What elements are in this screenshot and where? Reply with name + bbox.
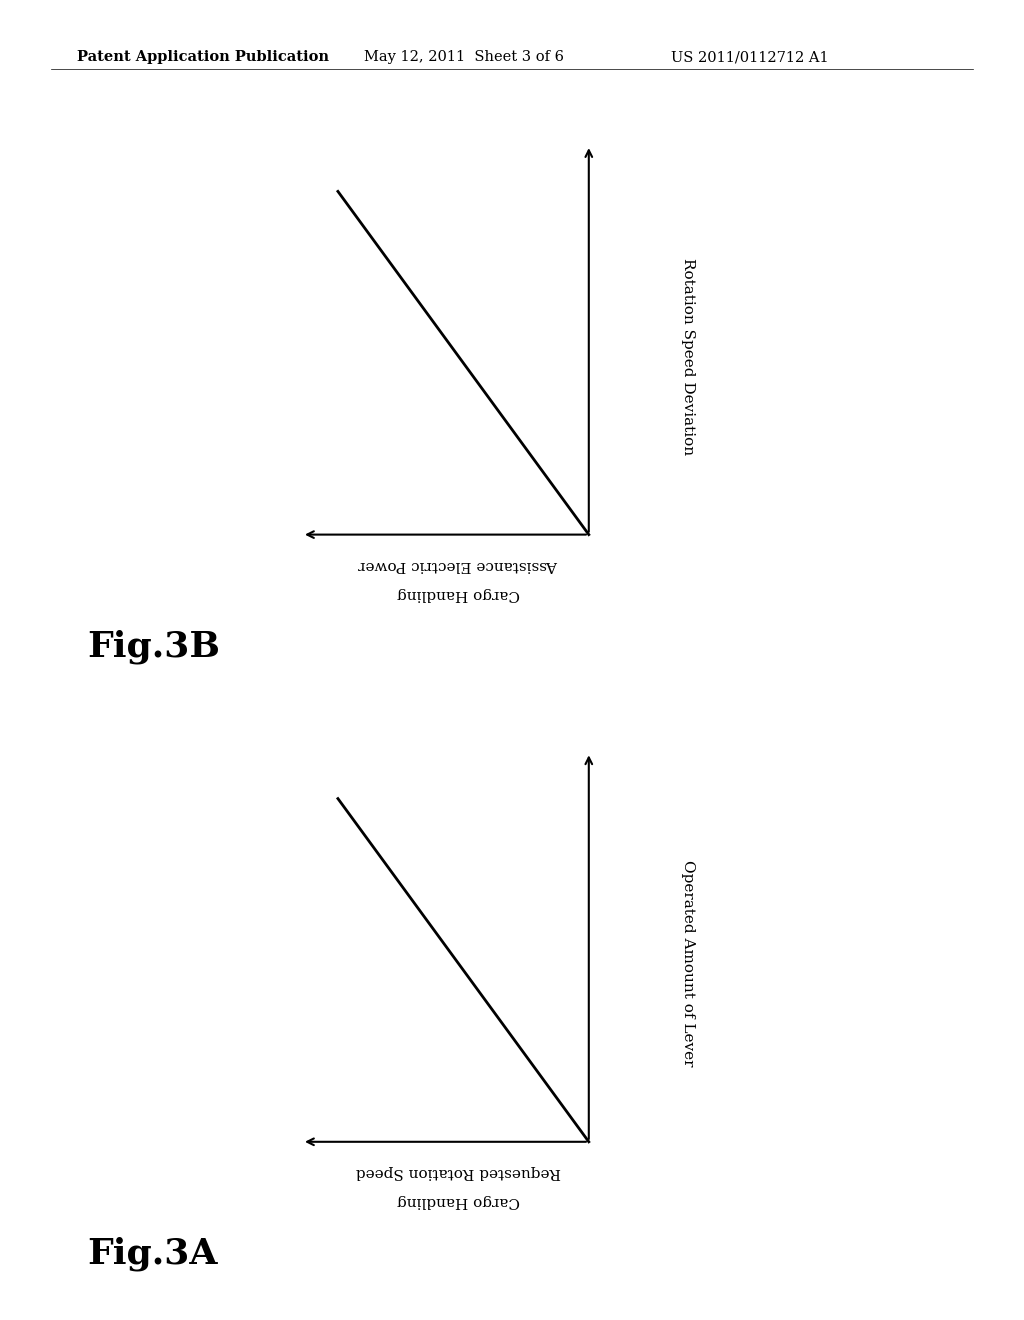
Text: Requested Rotation Speed: Requested Rotation Speed (355, 1164, 561, 1179)
Text: Assistance Electric Power: Assistance Electric Power (358, 557, 558, 572)
Text: Rotation Speed Deviation: Rotation Speed Deviation (681, 257, 695, 455)
Text: May 12, 2011  Sheet 3 of 6: May 12, 2011 Sheet 3 of 6 (364, 50, 563, 65)
Text: Fig.3A: Fig.3A (87, 1237, 217, 1271)
Text: Cargo Handling: Cargo Handling (396, 586, 520, 601)
Text: Cargo Handling: Cargo Handling (396, 1193, 520, 1208)
Text: US 2011/0112712 A1: US 2011/0112712 A1 (671, 50, 828, 65)
Text: Operated Amount of Lever: Operated Amount of Lever (681, 861, 695, 1067)
Text: Patent Application Publication: Patent Application Publication (77, 50, 329, 65)
Text: Fig.3B: Fig.3B (87, 630, 220, 664)
